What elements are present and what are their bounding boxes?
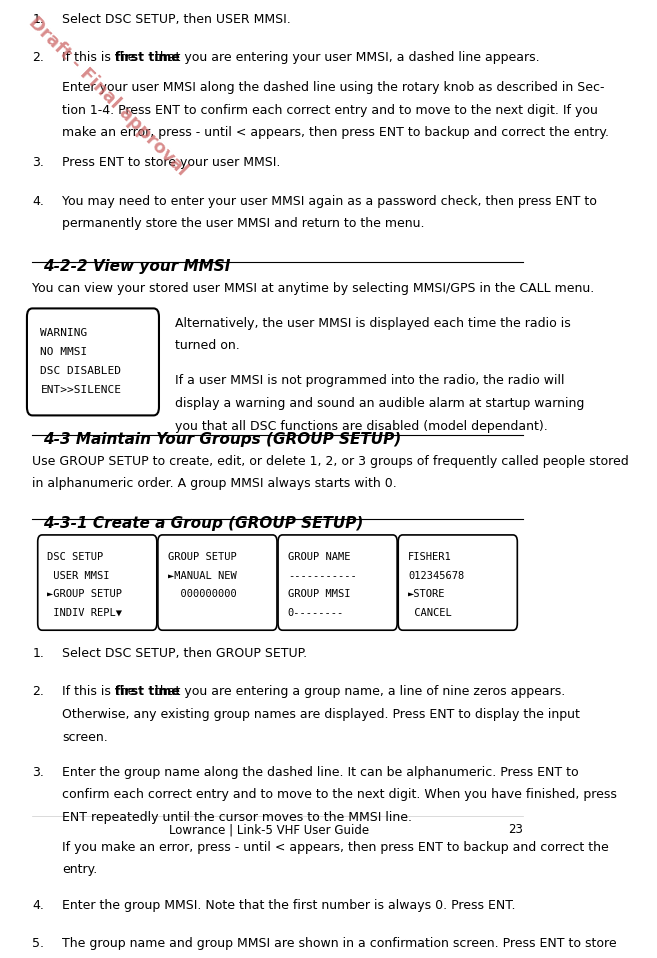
Text: that you are entering your user MMSI, a dashed line appears.: that you are entering your user MMSI, a … <box>151 51 540 64</box>
Text: Draft - Final approval: Draft - Final approval <box>25 13 191 179</box>
Text: Select DSC SETUP, then GROUP SETUP.: Select DSC SETUP, then GROUP SETUP. <box>62 647 307 660</box>
Text: If a user MMSI is not programmed into the radio, the radio will: If a user MMSI is not programmed into th… <box>175 375 564 387</box>
Text: entry.: entry. <box>62 863 97 877</box>
Text: 3.: 3. <box>32 156 44 170</box>
Text: Lowrance | Link-5 VHF User Guide: Lowrance | Link-5 VHF User Guide <box>170 823 369 836</box>
Text: Alternatively, the user MMSI is displayed each time the radio is: Alternatively, the user MMSI is displaye… <box>175 317 571 330</box>
Text: CANCEL: CANCEL <box>408 607 451 618</box>
Text: 4-3-1 Create a Group (GROUP SETUP): 4-3-1 Create a Group (GROUP SETUP) <box>43 515 363 531</box>
Text: ENT>>SILENCE: ENT>>SILENCE <box>41 385 122 396</box>
Text: FISHER1: FISHER1 <box>408 553 451 562</box>
Text: You may need to enter your user MMSI again as a password check, then press ENT t: You may need to enter your user MMSI aga… <box>62 194 597 208</box>
Text: DSC SETUP: DSC SETUP <box>47 553 104 562</box>
Text: 0--------: 0-------- <box>288 607 344 618</box>
Text: INDIV REPL▼: INDIV REPL▼ <box>47 607 122 618</box>
Text: display a warning and sound an audible alarm at startup warning: display a warning and sound an audible a… <box>175 397 585 410</box>
Text: You can view your stored user MMSI at anytime by selecting MMSI/GPS in the CALL : You can view your stored user MMSI at an… <box>32 282 595 295</box>
Text: permanently store the user MMSI and return to the menu.: permanently store the user MMSI and retu… <box>62 217 424 230</box>
Text: confirm each correct entry and to move to the next digit. When you have finished: confirm each correct entry and to move t… <box>62 788 617 801</box>
Text: 5.: 5. <box>32 937 44 950</box>
Text: GROUP MMSI: GROUP MMSI <box>288 589 350 600</box>
Text: 4-2-2 View your MMSI: 4-2-2 View your MMSI <box>43 259 231 274</box>
Text: The group name and group MMSI are shown in a confirmation screen. Press ENT to s: The group name and group MMSI are shown … <box>62 937 617 950</box>
Text: ►STORE: ►STORE <box>408 589 445 600</box>
Text: -----------: ----------- <box>288 571 357 581</box>
Text: first time: first time <box>116 51 180 64</box>
Text: 4.: 4. <box>32 899 44 911</box>
Text: Otherwise, any existing group names are displayed. Press ENT to display the inpu: Otherwise, any existing group names are … <box>62 708 580 721</box>
Text: 1.: 1. <box>32 12 44 26</box>
Text: ENT repeatedly until the cursor moves to the MMSI line.: ENT repeatedly until the cursor moves to… <box>62 810 412 824</box>
Text: WARNING: WARNING <box>41 328 87 337</box>
Text: If this is the: If this is the <box>62 685 139 698</box>
Text: 23: 23 <box>508 823 523 836</box>
Text: Select DSC SETUP, then USER MMSI.: Select DSC SETUP, then USER MMSI. <box>62 12 290 26</box>
Text: ►MANUAL NEW: ►MANUAL NEW <box>168 571 237 581</box>
Text: NO MMSI: NO MMSI <box>41 347 87 357</box>
Text: 1.: 1. <box>32 647 44 660</box>
Text: 012345678: 012345678 <box>408 571 464 581</box>
Text: USER MMSI: USER MMSI <box>47 571 110 581</box>
Text: ►GROUP SETUP: ►GROUP SETUP <box>47 589 122 600</box>
FancyBboxPatch shape <box>398 535 517 630</box>
Text: first time: first time <box>116 685 180 698</box>
Text: If this is the: If this is the <box>62 51 139 64</box>
Text: 2.: 2. <box>32 685 44 698</box>
FancyBboxPatch shape <box>37 535 157 630</box>
Text: If you make an error, press - until < appears, then press ENT to backup and corr: If you make an error, press - until < ap… <box>62 841 609 854</box>
FancyBboxPatch shape <box>278 535 397 630</box>
Text: 2.: 2. <box>32 51 44 64</box>
Text: GROUP SETUP: GROUP SETUP <box>168 553 237 562</box>
Text: Enter the group MMSI. Note that the first number is always 0. Press ENT.: Enter the group MMSI. Note that the firs… <box>62 899 516 911</box>
Text: make an error, press - until < appears, then press ENT to backup and correct the: make an error, press - until < appears, … <box>62 126 609 139</box>
Text: 4-3 Maintain Your Groups (GROUP SETUP): 4-3 Maintain Your Groups (GROUP SETUP) <box>43 432 401 447</box>
Text: turned on.: turned on. <box>175 339 240 353</box>
Text: 4.: 4. <box>32 194 44 208</box>
Text: Press ENT to store your user MMSI.: Press ENT to store your user MMSI. <box>62 156 281 170</box>
Text: in alphanumeric order. A group MMSI always starts with 0.: in alphanumeric order. A group MMSI alwa… <box>32 477 397 490</box>
Text: GROUP NAME: GROUP NAME <box>288 553 350 562</box>
Text: you that all DSC functions are disabled (model dependant).: you that all DSC functions are disabled … <box>175 420 548 433</box>
FancyBboxPatch shape <box>27 308 159 416</box>
Text: that you are entering a group name, a line of nine zeros appears.: that you are entering a group name, a li… <box>151 685 566 698</box>
Text: DSC DISABLED: DSC DISABLED <box>41 366 122 376</box>
Text: 3.: 3. <box>32 765 44 779</box>
Text: Enter your user MMSI along the dashed line using the rotary knob as described in: Enter your user MMSI along the dashed li… <box>62 81 604 94</box>
Text: Use GROUP SETUP to create, edit, or delete 1, 2, or 3 groups of frequently calle: Use GROUP SETUP to create, edit, or dele… <box>32 455 629 468</box>
Text: screen.: screen. <box>62 731 108 743</box>
Text: 000000000: 000000000 <box>168 589 237 600</box>
Text: Enter the group name along the dashed line. It can be alphanumeric. Press ENT to: Enter the group name along the dashed li… <box>62 765 579 779</box>
Text: tion 1-4. Press ENT to confirm each correct entry and to move to the next digit.: tion 1-4. Press ENT to confirm each corr… <box>62 103 598 117</box>
FancyBboxPatch shape <box>158 535 277 630</box>
